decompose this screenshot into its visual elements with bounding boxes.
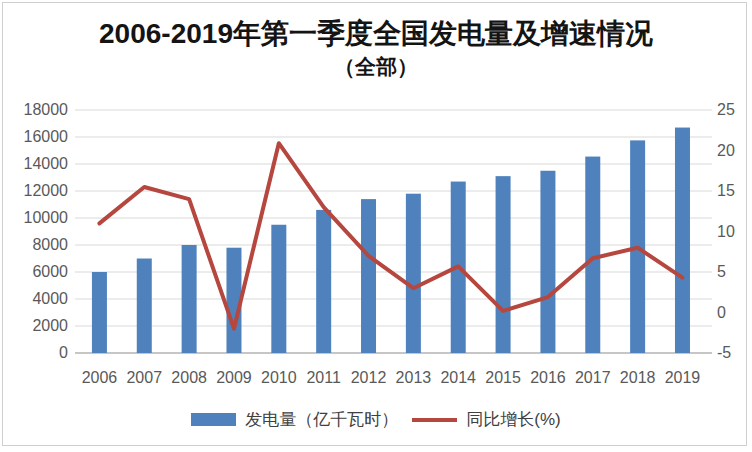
x-axis-tick-label: 2017	[575, 369, 611, 386]
right-axis-tick-label: 0	[717, 304, 726, 321]
x-axis-tick-label: 2014	[440, 369, 476, 386]
x-axis-tick-label: 2016	[530, 369, 566, 386]
x-axis-tick-label: 2011	[306, 369, 341, 386]
bar-2007	[137, 259, 152, 354]
bar-2015	[496, 176, 511, 353]
x-axis-tick-label: 2012	[351, 369, 387, 386]
left-axis-tick-label: 12000	[24, 182, 69, 199]
right-axis-tick-label: 5	[717, 263, 726, 280]
legend-item-generation: 发电量（亿千瓦时）	[191, 408, 398, 431]
x-axis-tick-label: 2009	[216, 369, 252, 386]
left-axis-tick-label: 16000	[24, 128, 69, 145]
right-axis-tick-label: 10	[717, 223, 735, 240]
left-axis-tick-label: 6000	[32, 263, 68, 280]
right-axis-tick-label: 15	[717, 182, 735, 199]
right-axis-tick-label: 25	[717, 101, 735, 118]
x-axis-tick-label: 2008	[171, 369, 207, 386]
x-axis-tick-label: 2007	[126, 369, 162, 386]
left-axis-tick-label: 4000	[32, 290, 68, 307]
x-axis-tick-label: 2018	[620, 369, 656, 386]
legend-item-growth: 同比增长(%)	[412, 408, 560, 431]
bar-2011	[316, 210, 331, 353]
bar-series-label: 发电量（亿千瓦时）	[245, 408, 398, 431]
bar-2019	[675, 128, 690, 353]
left-axis-tick-label: 10000	[24, 209, 69, 226]
chart-image: 2006-2019年第一季度全国发电量及增速情况 （全部） 0200040006…	[0, 0, 752, 452]
left-axis-tick-label: 2000	[32, 317, 68, 334]
line-series-swatch	[412, 418, 457, 422]
bar-2017	[585, 157, 600, 353]
bar-2010	[271, 225, 286, 353]
bar-2013	[406, 194, 421, 353]
chart-legend: 发电量（亿千瓦时） 同比增长(%)	[0, 408, 752, 431]
x-axis-tick-label: 2006	[82, 369, 118, 386]
left-axis-tick-label: 18000	[24, 101, 69, 118]
bar-2006	[92, 272, 107, 353]
x-axis-tick-label: 2013	[396, 369, 432, 386]
x-axis-tick-label: 2015	[485, 369, 521, 386]
bar-series-swatch	[191, 413, 236, 426]
left-axis-tick-label: 8000	[32, 236, 68, 253]
right-axis-tick-label: -5	[717, 344, 731, 361]
left-axis-tick-label: 0	[59, 344, 68, 361]
bar-2016	[540, 171, 555, 353]
line-series-label: 同比增长(%)	[466, 408, 560, 431]
x-axis-tick-label: 2010	[261, 369, 297, 386]
combo-chart-plot: 0 2000 4000 6000 8000 10000 12000 14000 16000 180…	[0, 0, 752, 452]
right-axis-tick-label: 20	[717, 142, 735, 159]
bar-2008	[182, 245, 197, 353]
left-axis-tick-label: 14000	[24, 155, 69, 172]
bar-2012	[361, 199, 376, 353]
x-axis-tick-label: 2019	[665, 369, 701, 386]
